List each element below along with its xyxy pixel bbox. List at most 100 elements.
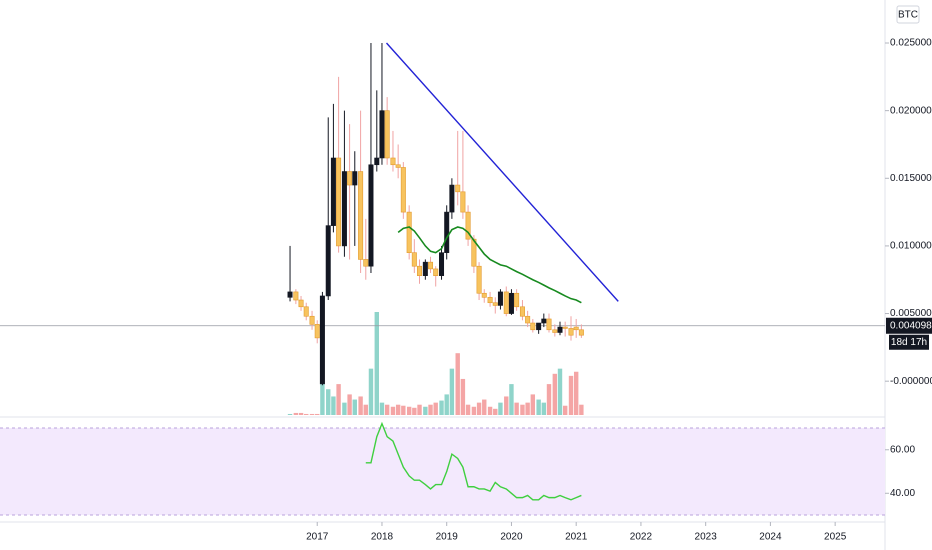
candle-body	[368, 164, 374, 267]
volume-bar	[412, 407, 417, 415]
volume-bar	[536, 399, 541, 415]
last-price-tag	[886, 317, 932, 334]
candle-body	[314, 324, 320, 339]
volume-bar	[562, 405, 568, 415]
volume-bar	[433, 402, 438, 415]
candle-body	[358, 171, 364, 260]
volume-bar	[504, 396, 509, 415]
candle-body	[487, 297, 493, 304]
volume-bar	[390, 406, 396, 415]
x-tick-label: 2021	[565, 532, 588, 543]
candle-body	[546, 318, 552, 331]
candle-body	[508, 292, 514, 314]
countdown-label: 18d 17h	[891, 337, 927, 348]
candle-body	[400, 167, 406, 213]
volume-bar	[384, 404, 390, 415]
candle-body	[444, 211, 450, 253]
countdown-tag	[889, 334, 929, 350]
volume-bar	[331, 396, 336, 415]
candle-body	[449, 184, 455, 213]
volume-bar	[293, 412, 299, 415]
candle-body	[406, 211, 412, 253]
rsi-tick-label: 60.00	[890, 444, 915, 455]
candle-body	[562, 326, 568, 329]
candle-body	[374, 157, 380, 166]
volume-bar	[465, 404, 471, 415]
volume-bar	[546, 384, 552, 415]
volume-bar	[476, 402, 482, 415]
candle-body	[481, 292, 487, 298]
volume-bar	[471, 406, 477, 415]
candle-body	[519, 306, 525, 317]
x-tick-label: 2023	[695, 532, 718, 543]
candle-body	[352, 171, 358, 186]
y-tick-label: 0.015000	[890, 173, 932, 184]
volume-bar	[493, 408, 498, 415]
volume-bar	[428, 404, 433, 415]
candle-body	[433, 268, 439, 276]
y-tick-label: 0.005000	[890, 308, 932, 319]
candle-body	[319, 295, 325, 385]
candle-body	[439, 252, 445, 276]
volume-bar	[444, 394, 449, 415]
x-tick-label: 2018	[371, 532, 394, 543]
candle-body	[287, 291, 293, 298]
candle-body	[384, 110, 390, 159]
candle-body	[536, 322, 542, 331]
candle-body	[492, 302, 498, 306]
x-tick-label: 2020	[500, 532, 523, 543]
volume-bar	[568, 375, 574, 415]
candle-body	[336, 157, 342, 247]
volume-bar	[347, 394, 352, 415]
currency-badge[interactable]	[896, 5, 920, 24]
candle-body	[395, 164, 401, 168]
volume-bar	[579, 404, 584, 415]
candle-body	[578, 329, 584, 336]
volume-bar	[304, 413, 309, 415]
candle-body	[309, 315, 315, 325]
volume-bar	[514, 402, 519, 415]
candle-body	[293, 291, 299, 301]
trend-line	[385, 42, 619, 302]
volume-bar	[552, 373, 558, 415]
volume-bar	[320, 384, 325, 415]
rsi-band	[0, 428, 885, 516]
candle-body	[460, 191, 466, 213]
volume-bar	[309, 413, 315, 415]
volume-bar	[455, 353, 460, 415]
volume-bar	[509, 384, 514, 415]
x-tick-label: 2022	[630, 532, 653, 543]
candle-body	[390, 157, 396, 166]
candle-body	[298, 299, 304, 308]
volume-bar	[401, 405, 406, 415]
candle-body	[411, 252, 417, 267]
volume-bar	[363, 404, 368, 415]
last-price-label: 0.004098	[890, 320, 932, 331]
candle-body	[363, 259, 369, 267]
candle-body	[330, 157, 336, 226]
candle-body	[303, 306, 309, 317]
y-tick-label: 0.025000	[890, 38, 932, 49]
volume-bar	[417, 404, 422, 415]
candle-body	[347, 171, 353, 186]
x-tick-label: 2019	[436, 532, 459, 543]
volume-bar	[374, 312, 379, 415]
candle-body	[530, 322, 536, 331]
currency-label: BTC	[898, 10, 918, 21]
candle-body	[514, 292, 520, 308]
candle-body	[497, 291, 503, 306]
x-tick-label: 2025	[824, 532, 847, 543]
volume-bar	[423, 406, 428, 415]
volume-bar	[336, 384, 341, 415]
candle-body	[503, 291, 509, 314]
volume-bar	[498, 402, 503, 415]
candle-body	[379, 110, 385, 159]
volume-bar	[449, 368, 455, 415]
volume-bar	[573, 371, 579, 415]
candle-body	[525, 315, 531, 324]
candle-body	[422, 261, 428, 276]
volume-bar	[298, 412, 304, 415]
candle-body	[557, 326, 563, 333]
x-tick-label: 2017	[306, 532, 329, 543]
